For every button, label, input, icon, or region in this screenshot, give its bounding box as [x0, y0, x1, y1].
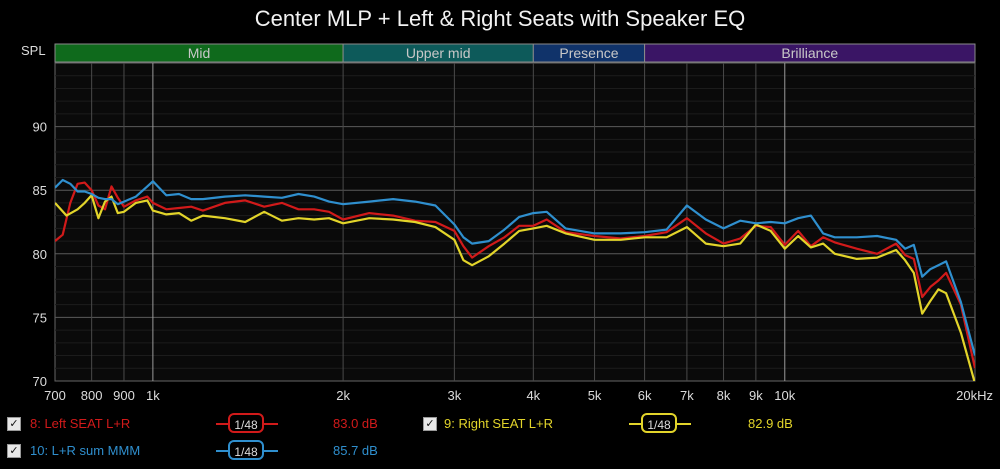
x-tick-label: 8k	[717, 388, 731, 403]
series-line-2	[55, 194, 975, 381]
series-10-value: 85.7 dB	[333, 443, 378, 458]
series-8-value: 83.0 dB	[333, 416, 378, 431]
x-tick-label: 9k	[749, 388, 763, 403]
x-tick-label: 10k	[774, 388, 795, 403]
series-line-3	[55, 178, 975, 356]
x-tick-label: 800	[81, 388, 103, 403]
band-label: Mid	[188, 45, 211, 61]
series-8-label: 8: Left SEAT L+R	[30, 416, 131, 431]
y-tick-label: 70	[33, 374, 47, 389]
x-tick-label: 6k	[638, 388, 652, 403]
y-tick-label: 75	[33, 310, 47, 325]
series-8-smoothing-label: 1/48	[228, 413, 264, 433]
series-8-smoothing[interactable]: 1/48	[216, 413, 278, 435]
series-10-smoothing[interactable]: 1/48	[216, 440, 278, 462]
x-tick-label: 2k	[336, 388, 350, 403]
band-label: Brilliance	[781, 45, 838, 61]
series-9-label: 9: Right SEAT L+R	[444, 416, 553, 431]
series-line-1	[55, 181, 975, 369]
band-brilliance	[644, 43, 976, 63]
y-tick-label: 80	[33, 247, 47, 262]
series-9-smoothing[interactable]: 1/48	[629, 413, 691, 435]
series-10-label: 10: L+R sum MMM	[30, 443, 141, 458]
series-9-value: 82.9 dB	[748, 416, 793, 431]
x-tick-label: 1k	[146, 388, 160, 403]
x-tick-label: 7k	[680, 388, 694, 403]
band-label: Upper mid	[406, 45, 471, 61]
series-9-smoothing-label: 1/48	[641, 413, 677, 433]
y-axis-label: SPL	[21, 43, 46, 58]
x-tick-label: 3k	[448, 388, 462, 403]
y-tick-label: 85	[33, 183, 47, 198]
series-10-smoothing-label: 1/48	[228, 440, 264, 460]
x-tick-label: 5k	[588, 388, 602, 403]
plot-area	[54, 62, 976, 382]
series-8-checkbox[interactable]: ✓	[7, 417, 21, 431]
x-tick-label: 700	[44, 388, 66, 403]
band-label: Presence	[559, 45, 618, 61]
x-tick-label: 20kHz	[956, 388, 993, 403]
y-tick-label: 90	[33, 120, 47, 135]
x-tick-label: 900	[113, 388, 135, 403]
series-10-checkbox[interactable]: ✓	[7, 444, 21, 458]
series-9-checkbox[interactable]: ✓	[423, 417, 437, 431]
x-tick-label: 4k	[526, 388, 540, 403]
chart-title: Center MLP + Left & Right Seats with Spe…	[254, 6, 746, 31]
